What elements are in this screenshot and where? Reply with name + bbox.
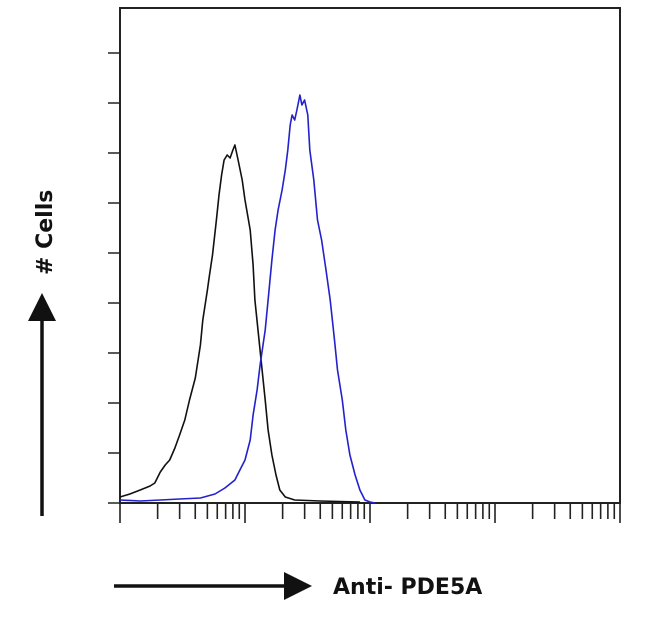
histogram-series-1 bbox=[119, 144, 360, 503]
x-axis-label: Anti- PDE5A bbox=[333, 575, 482, 600]
histogram-series-2 bbox=[119, 94, 376, 504]
series-group bbox=[119, 94, 376, 504]
plot-frame bbox=[119, 7, 621, 504]
y-ticks bbox=[108, 52, 120, 504]
y-axis-label: # Cells bbox=[33, 190, 58, 275]
x-ticks bbox=[119, 503, 621, 523]
